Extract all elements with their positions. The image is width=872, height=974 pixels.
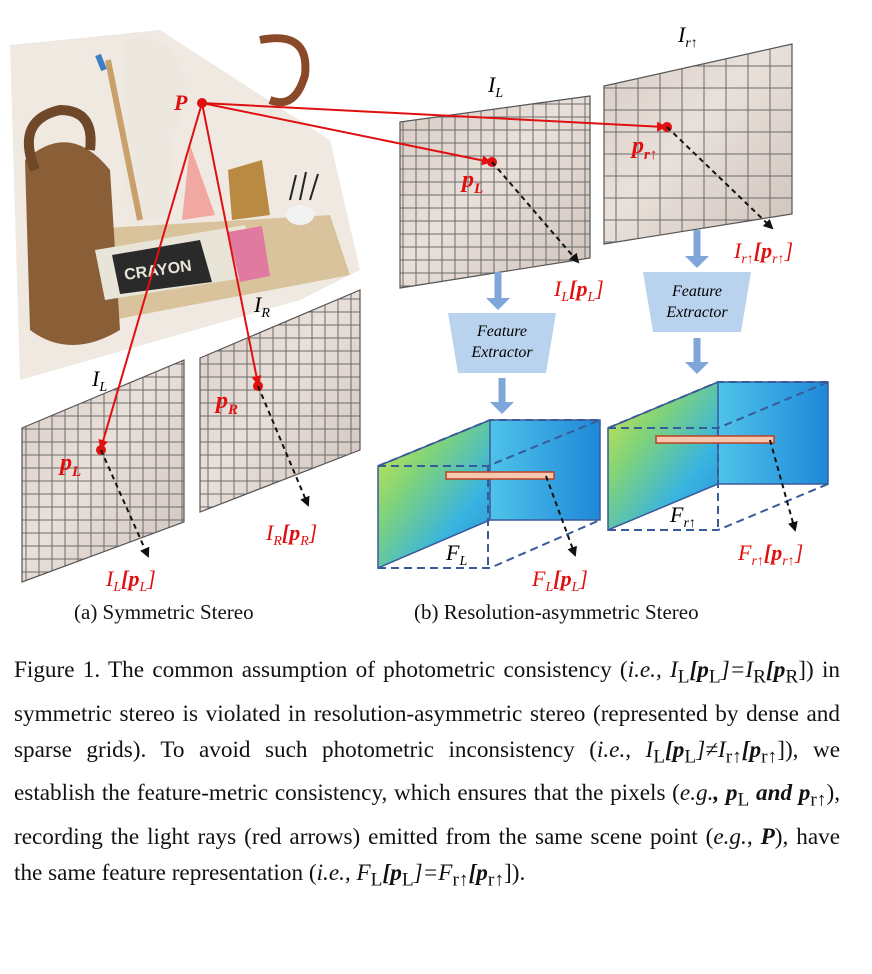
image-IR bbox=[199, 289, 361, 513]
label-Irpr: Ir↑[pr↑] bbox=[733, 238, 793, 267]
image-IL-left bbox=[21, 359, 185, 583]
label-pL-a: pL bbox=[58, 450, 81, 480]
feature-extractor-right: Feature Extractor bbox=[643, 230, 751, 374]
light-rays bbox=[96, 98, 672, 455]
label-IRpR: IR[pR] bbox=[265, 520, 317, 549]
pixel-lookup-arrows bbox=[100, 126, 798, 558]
label-ILpL-b: IL[pL] bbox=[553, 276, 604, 305]
feature-map-FL bbox=[377, 418, 601, 570]
label-P: P bbox=[173, 90, 188, 115]
fe-left-line1: Feature bbox=[476, 323, 527, 340]
image-Ir-top bbox=[603, 43, 793, 245]
feature-map-Fr bbox=[607, 380, 829, 532]
label-IR: IR bbox=[253, 292, 270, 321]
fe-right-line1: Feature bbox=[671, 283, 722, 300]
label-Ir-top: Ir↑ bbox=[677, 22, 698, 51]
figure-illustration: CRAYON Feature Extractor bbox=[10, 22, 829, 595]
label-IL-left: IL bbox=[91, 366, 107, 395]
label-IL-top: IL bbox=[487, 72, 503, 101]
figure-caption: Figure 1. The common assumption of photo… bbox=[14, 657, 840, 891]
feature-extractor-left: Feature Extractor bbox=[448, 272, 556, 414]
subcaption-a: (a) Symmetric Stereo bbox=[74, 600, 254, 624]
fe-right-line2: Extractor bbox=[665, 304, 728, 321]
label-pR: pR bbox=[214, 388, 238, 418]
subcaption-b: (b) Resolution-asymmetric Stereo bbox=[414, 600, 699, 624]
label-pr: pr↑ bbox=[630, 133, 657, 163]
label-Fr: Fr↑ bbox=[669, 502, 696, 531]
label-ILpL-a: IL[pL] bbox=[105, 566, 156, 595]
label-FL: FL bbox=[445, 540, 467, 569]
fe-left-line2: Extractor bbox=[470, 344, 533, 361]
image-IL-top bbox=[399, 95, 591, 289]
label-pL-b: pL bbox=[460, 167, 483, 197]
label-FLpL: FL[pL] bbox=[531, 566, 588, 595]
label-Frpr: Fr↑[pr↑] bbox=[737, 540, 803, 569]
figure-svg: CRAYON Feature Extractor bbox=[10, 22, 829, 595]
caption-fig-label: Figure 1. bbox=[14, 657, 101, 683]
